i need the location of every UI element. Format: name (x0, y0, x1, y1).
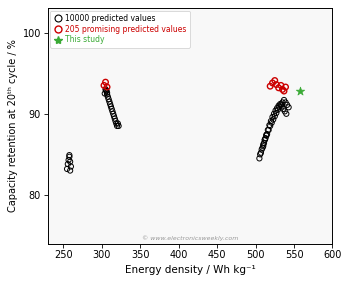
Point (262, 138, 268, 142)
Point (113, 121, 119, 126)
Y-axis label: Capacity retention at 20ᵗʰ cycle / %: Capacity retention at 20ᵗʰ cycle / % (8, 40, 18, 212)
Point (278, 83, 284, 88)
Point (283, 100, 288, 105)
Point (114, 124, 120, 128)
Point (68, 164, 74, 169)
Point (280, 107, 286, 111)
Point (103, 80, 108, 84)
Point (267, 84, 273, 89)
Point (277, 102, 283, 106)
Point (264, 132, 270, 136)
Point (104, 85, 110, 89)
Point (113, 119, 118, 123)
Point (265, 128, 271, 132)
Point (276, 105, 282, 110)
Point (264, 133, 269, 138)
Point (116, 124, 121, 128)
Point (278, 103, 284, 107)
Point (106, 97, 111, 101)
Point (281, 98, 287, 102)
Point (104, 92, 110, 97)
Point (267, 123, 272, 127)
Point (271, 112, 277, 116)
Point (67, 168, 73, 173)
Point (111, 114, 117, 119)
Point (262, 138, 268, 142)
Point (284, 103, 290, 107)
Point (274, 106, 280, 110)
Point (283, 85, 288, 89)
Point (264, 133, 269, 137)
Point (273, 111, 279, 115)
Point (66, 158, 71, 162)
Point (279, 104, 285, 109)
Point (276, 103, 281, 108)
Point (105, 95, 111, 99)
Point (104, 89, 109, 93)
Point (257, 156, 262, 161)
Legend: 10000 predicted values, 205 promising predicted values, This study: 10000 predicted values, 205 promising pr… (50, 11, 190, 48)
Point (257, 152, 263, 156)
Point (286, 105, 292, 110)
Point (104, 88, 109, 93)
Point (112, 116, 118, 121)
Point (266, 128, 271, 132)
X-axis label: Energy density / Wh kg⁻¹: Energy density / Wh kg⁻¹ (125, 265, 256, 275)
Point (270, 115, 275, 119)
Point (104, 91, 110, 95)
Point (109, 107, 114, 111)
Point (260, 142, 266, 147)
Point (270, 81, 275, 85)
Point (67, 159, 73, 164)
Point (106, 99, 112, 104)
Point (269, 121, 274, 125)
Point (259, 147, 265, 152)
Point (273, 82, 279, 87)
Point (102, 91, 107, 96)
Point (108, 104, 114, 109)
Point (107, 102, 113, 106)
Point (263, 136, 268, 140)
Point (103, 87, 108, 92)
Point (101, 83, 107, 88)
Point (65, 162, 71, 166)
Point (273, 108, 278, 113)
Point (275, 108, 281, 112)
Point (272, 78, 278, 83)
Point (276, 85, 281, 90)
Point (281, 89, 287, 93)
Point (284, 112, 289, 116)
Point (261, 141, 267, 145)
Point (271, 117, 276, 122)
Point (260, 145, 265, 150)
Point (282, 109, 288, 113)
Point (280, 100, 285, 105)
Point (272, 114, 278, 119)
Point (260, 144, 266, 149)
Text: © www.electronicsweekly.com: © www.electronicsweekly.com (142, 235, 238, 241)
Point (66, 155, 72, 159)
Point (267, 124, 273, 128)
Point (280, 87, 285, 92)
Point (110, 109, 115, 113)
Point (258, 151, 264, 155)
Point (268, 119, 274, 123)
Point (66, 153, 72, 157)
Point (298, 89, 303, 93)
Point (115, 121, 121, 126)
Point (110, 112, 116, 116)
Point (64, 167, 70, 171)
